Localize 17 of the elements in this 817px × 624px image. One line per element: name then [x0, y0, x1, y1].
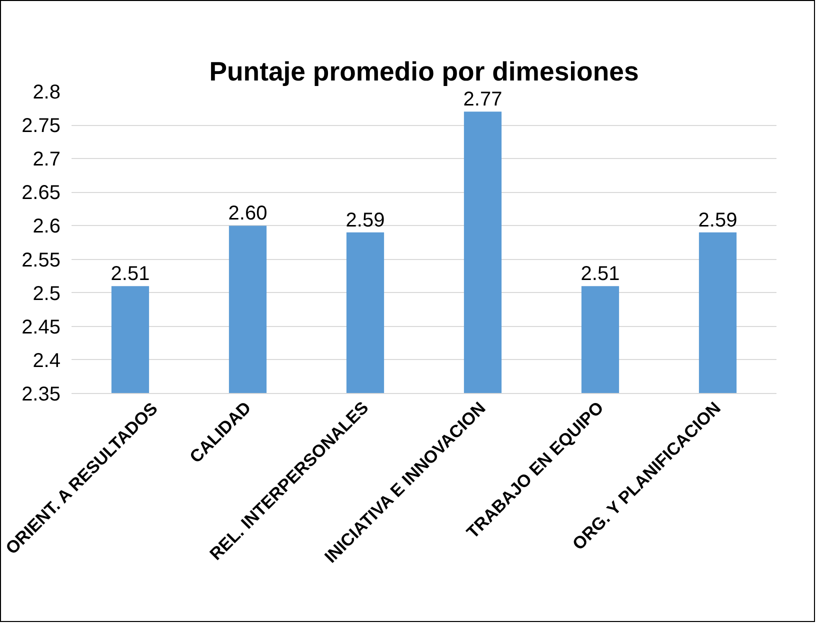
data-label: 2.60 [228, 202, 268, 225]
y-tick-label: 2.65 [22, 182, 61, 204]
y-tick-label: 2.5 [32, 282, 61, 305]
y-tick-label: 2.8 [32, 82, 61, 104]
data-label: 2.51 [580, 263, 620, 286]
data-label: 2.77 [463, 88, 502, 111]
data-label: 2.59 [346, 209, 385, 232]
data-label: 2.51 [110, 263, 150, 286]
y-tick-label: 2.7 [32, 148, 61, 171]
y-tick-label: 2.75 [22, 115, 61, 138]
y-tick-label: 2.6 [32, 216, 61, 238]
y-tick-label: 2.35 [22, 384, 61, 406]
y-tick-label: 2.4 [32, 350, 61, 372]
data-label: 2.59 [698, 209, 738, 232]
chart-title: Puntaje promedio por dimesiones [209, 56, 639, 86]
y-tick-label: 2.55 [22, 249, 61, 272]
y-tick-label: 2.45 [22, 316, 61, 338]
